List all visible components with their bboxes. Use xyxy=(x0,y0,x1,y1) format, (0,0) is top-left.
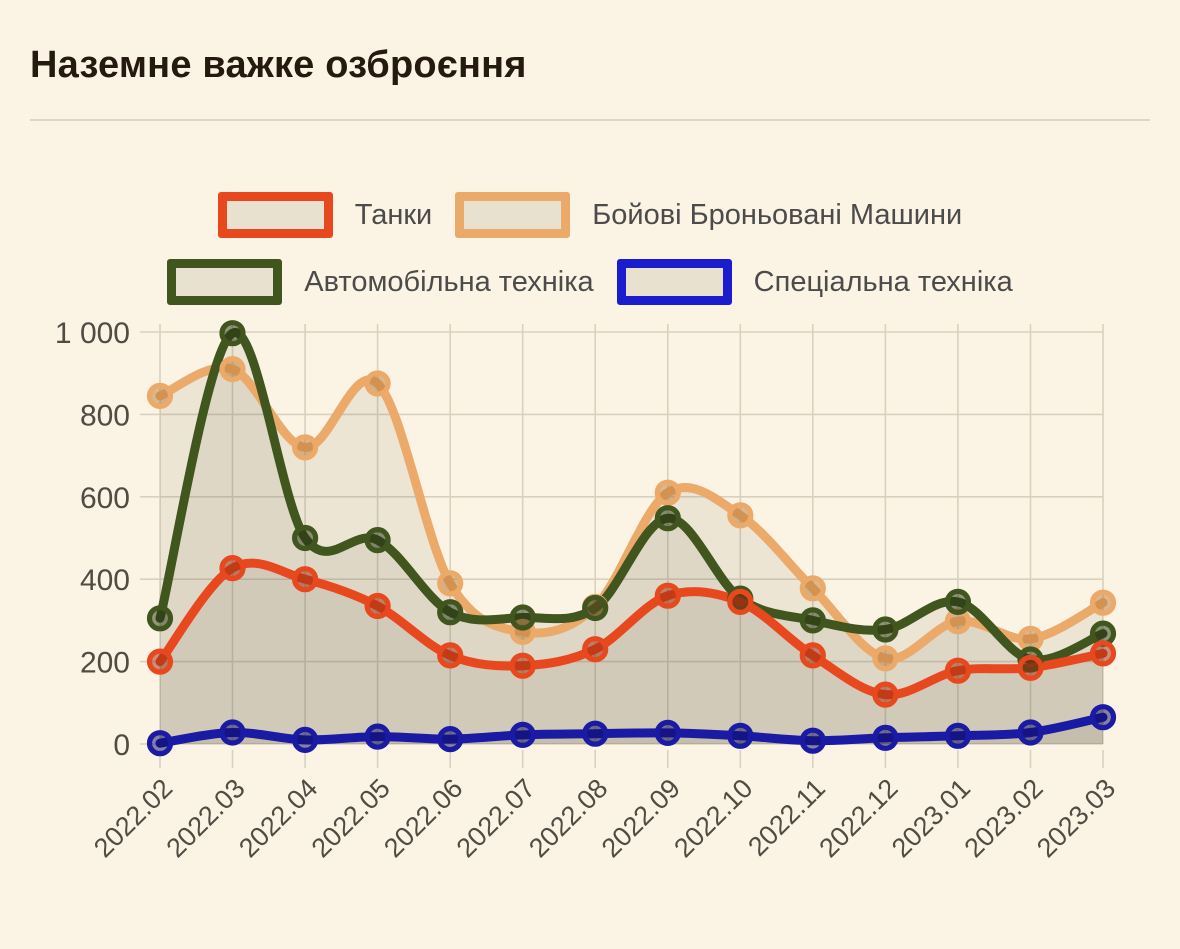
svg-text:2022.12: 2022.12 xyxy=(813,773,903,863)
legend-label-armored-vehicles: Бойові Броньовані Машини xyxy=(592,198,963,231)
legend-label-special: Спеціальна техніка xyxy=(753,265,1013,298)
svg-text:2022.07: 2022.07 xyxy=(451,773,541,863)
svg-text:2022.10: 2022.10 xyxy=(668,773,758,863)
legend-swatch-automotive xyxy=(167,259,283,305)
svg-text:2022.06: 2022.06 xyxy=(378,773,468,863)
legend-swatch-special xyxy=(616,259,732,305)
svg-text:2022.05: 2022.05 xyxy=(306,773,396,863)
svg-text:600: 600 xyxy=(80,482,130,515)
chart-legend: Танки Бойові Броньовані Машини Автомобіл… xyxy=(0,192,1180,305)
legend-label-automotive: Автомобільна техніка xyxy=(304,265,594,298)
svg-text:2023.02: 2023.02 xyxy=(959,773,1049,863)
svg-text:800: 800 xyxy=(80,399,130,432)
svg-text:2022.03: 2022.03 xyxy=(161,773,251,863)
line-chart: 0 200 400 600 800 1 000 2022.02 2022.03 2022.04 2… xyxy=(0,300,1180,949)
svg-text:2022.08: 2022.08 xyxy=(523,773,613,863)
legend-item-automotive: Автомобільна техніка xyxy=(167,259,594,305)
legend-swatch-armored-vehicles xyxy=(455,192,571,238)
title-divider xyxy=(30,119,1150,121)
svg-text:2023.01: 2023.01 xyxy=(886,773,976,863)
legend-item-armored-vehicles: Бойові Броньовані Машини xyxy=(455,192,962,238)
page-title: Наземне важке озброєння xyxy=(30,44,527,86)
svg-text:400: 400 xyxy=(80,564,130,597)
legend-swatch-tanks xyxy=(217,192,333,238)
legend-item-special: Спеціальна техніка xyxy=(616,259,1013,305)
svg-text:2022.02: 2022.02 xyxy=(88,773,178,863)
legend-item-tanks: Танки xyxy=(217,192,433,238)
legend-row-1: Танки Бойові Броньовані Машини xyxy=(217,192,962,238)
legend-label-tanks: Танки xyxy=(354,198,433,231)
svg-text:0: 0 xyxy=(113,729,130,762)
svg-text:2022.11: 2022.11 xyxy=(742,773,831,862)
svg-text:2022.04: 2022.04 xyxy=(233,773,323,863)
svg-text:1 000: 1 000 xyxy=(55,317,130,350)
svg-text:2022.09: 2022.09 xyxy=(596,773,686,863)
svg-text:200: 200 xyxy=(80,647,130,680)
legend-row-2: Автомобільна техніка Спеціальна техніка xyxy=(167,259,1013,305)
svg-text:2023.03: 2023.03 xyxy=(1031,773,1121,863)
